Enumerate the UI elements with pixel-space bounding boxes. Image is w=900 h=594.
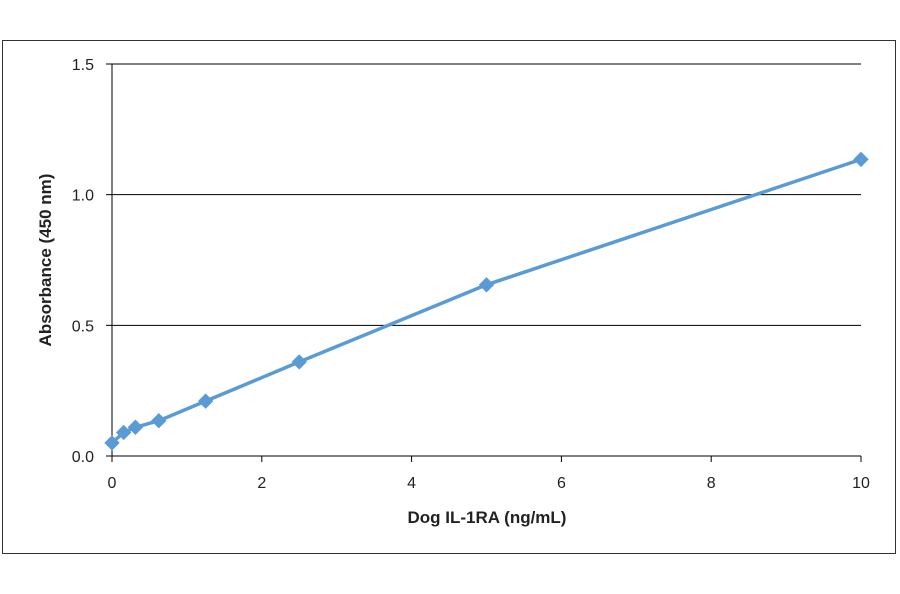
y-tick-label: 0.0 [72, 449, 94, 466]
data-point-marker [197, 393, 214, 409]
y-tick-label: 1.0 [72, 188, 94, 205]
chart-frame [2, 40, 896, 554]
x-axis-title: Dog IL-1RA (ng/mL) [408, 508, 567, 527]
x-tick-label: 10 [852, 475, 870, 492]
y-tick-label: 0.5 [72, 318, 94, 335]
x-tick-label: 0 [108, 475, 117, 492]
data-point-marker [127, 419, 144, 435]
data-point-marker [115, 424, 132, 441]
series-layer [104, 151, 869, 451]
grid-layer [112, 63, 861, 326]
x-tick-label: 8 [707, 475, 716, 492]
axis-layer: 0.0 0.5 1.0 1.5 0 2 4 6 8 10 [72, 57, 870, 492]
data-point-marker [291, 354, 307, 370]
x-tick-label: 4 [407, 475, 416, 492]
data-point-marker [151, 413, 167, 429]
y-axis-title: Absorbance (450 nm) [36, 174, 55, 347]
series-line [110, 157, 863, 445]
data-point-marker [104, 435, 120, 451]
x-tick-label: 6 [557, 475, 566, 492]
data-point-marker [478, 277, 495, 293]
x-tick-label: 2 [257, 475, 266, 492]
y-tick-label: 1.5 [72, 57, 94, 74]
data-point-marker [853, 151, 869, 168]
